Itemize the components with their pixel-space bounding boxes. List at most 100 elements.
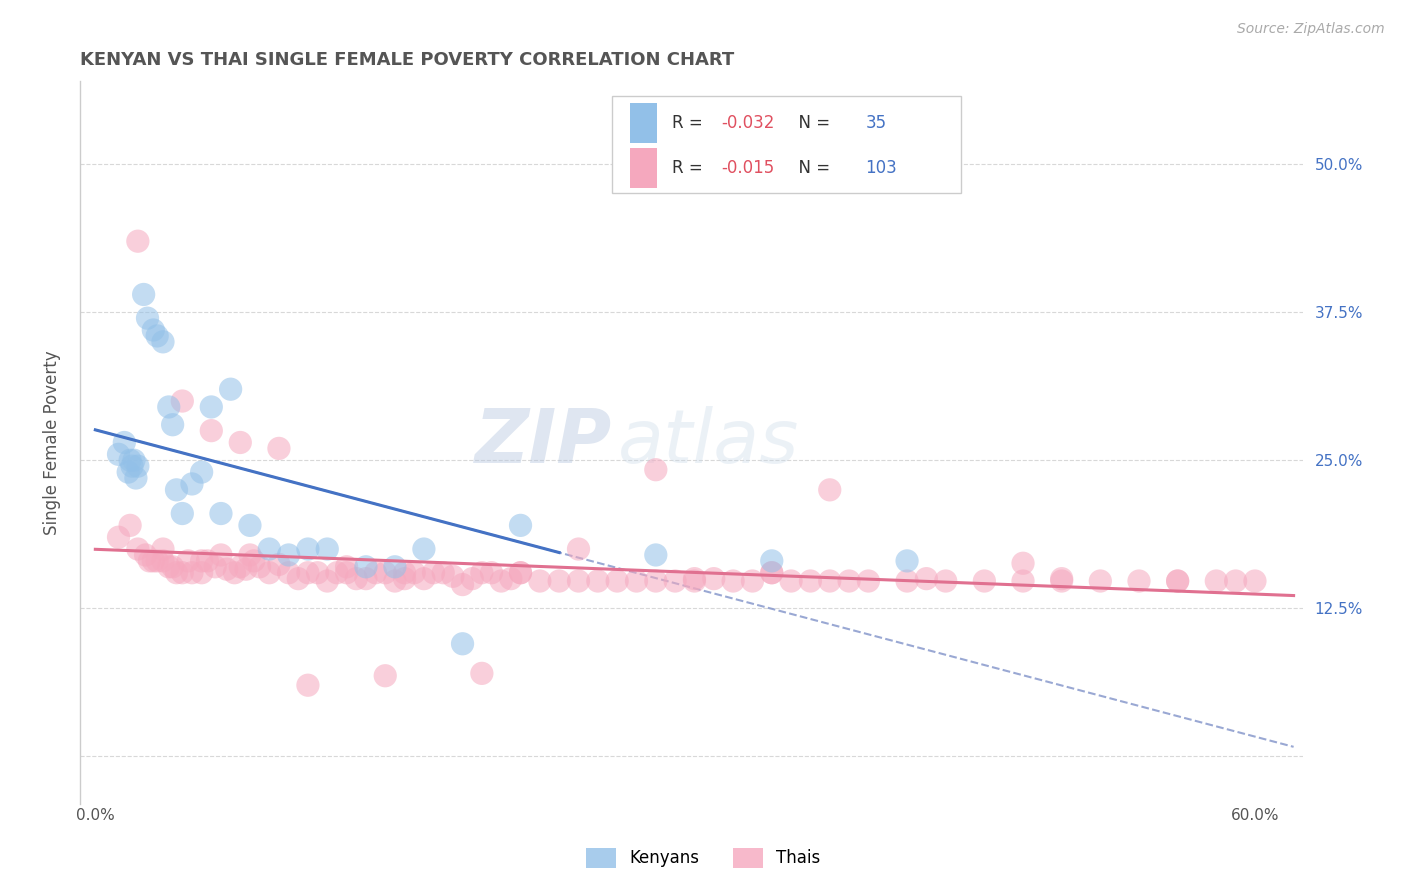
- Point: [471, 566, 494, 580]
- Text: N =: N =: [789, 159, 835, 177]
- Point: [229, 435, 252, 450]
- Point: [412, 542, 434, 557]
- Point: [441, 569, 464, 583]
- Point: [761, 566, 783, 580]
- Point: [818, 574, 841, 588]
- Point: [172, 394, 194, 409]
- Point: [703, 572, 725, 586]
- Point: [209, 507, 232, 521]
- Point: [404, 566, 426, 580]
- Text: -0.015: -0.015: [721, 159, 775, 177]
- Point: [162, 559, 184, 574]
- Point: [204, 559, 226, 574]
- Point: [1167, 574, 1189, 588]
- Point: [138, 554, 160, 568]
- Point: [741, 574, 763, 588]
- FancyBboxPatch shape: [630, 148, 658, 188]
- FancyBboxPatch shape: [612, 95, 960, 194]
- Point: [112, 435, 135, 450]
- Point: [127, 459, 149, 474]
- Point: [644, 574, 666, 588]
- Point: [190, 554, 212, 568]
- Point: [316, 542, 339, 557]
- Point: [172, 507, 194, 521]
- Point: [896, 554, 918, 568]
- Point: [127, 234, 149, 248]
- Point: [499, 572, 522, 586]
- Point: [481, 566, 503, 580]
- Text: Source: ZipAtlas.com: Source: ZipAtlas.com: [1237, 22, 1385, 37]
- Point: [136, 311, 159, 326]
- Point: [336, 566, 359, 580]
- FancyBboxPatch shape: [630, 103, 658, 143]
- Point: [374, 566, 396, 580]
- Point: [107, 447, 129, 461]
- Point: [799, 574, 821, 588]
- Point: [157, 400, 180, 414]
- Point: [567, 574, 589, 588]
- Point: [229, 559, 252, 574]
- Point: [683, 574, 706, 588]
- Point: [384, 559, 406, 574]
- Text: R =: R =: [672, 159, 709, 177]
- Point: [354, 572, 377, 586]
- Point: [567, 542, 589, 557]
- Point: [586, 574, 609, 588]
- Point: [152, 554, 174, 568]
- Point: [461, 572, 484, 586]
- Point: [896, 574, 918, 588]
- Point: [197, 554, 219, 568]
- Point: [120, 518, 142, 533]
- Point: [664, 574, 686, 588]
- Point: [451, 637, 474, 651]
- Point: [172, 566, 194, 580]
- Point: [344, 572, 367, 586]
- Point: [838, 574, 860, 588]
- Point: [1244, 574, 1267, 588]
- Point: [1128, 574, 1150, 588]
- Point: [780, 574, 803, 588]
- Point: [973, 574, 995, 588]
- Point: [277, 548, 299, 562]
- Point: [451, 577, 474, 591]
- Point: [117, 465, 139, 479]
- Y-axis label: Single Female Poverty: Single Female Poverty: [44, 351, 60, 535]
- Point: [1012, 556, 1035, 570]
- Point: [157, 559, 180, 574]
- Point: [277, 566, 299, 580]
- Point: [326, 566, 349, 580]
- Point: [935, 574, 957, 588]
- Point: [529, 574, 551, 588]
- Point: [316, 574, 339, 588]
- Point: [354, 559, 377, 574]
- Text: R =: R =: [672, 114, 709, 132]
- Point: [606, 574, 628, 588]
- Point: [509, 566, 531, 580]
- Point: [249, 559, 271, 574]
- Point: [239, 518, 262, 533]
- Point: [509, 518, 531, 533]
- Point: [364, 566, 387, 580]
- Point: [209, 548, 232, 562]
- Point: [127, 542, 149, 557]
- Point: [142, 554, 165, 568]
- Point: [307, 566, 329, 580]
- Point: [125, 471, 148, 485]
- Point: [181, 566, 204, 580]
- Point: [287, 572, 309, 586]
- Point: [683, 572, 706, 586]
- Point: [152, 334, 174, 349]
- Point: [200, 400, 222, 414]
- Point: [267, 442, 290, 456]
- Point: [915, 572, 938, 586]
- Point: [162, 417, 184, 432]
- Point: [120, 453, 142, 467]
- Point: [858, 574, 880, 588]
- Text: 35: 35: [865, 114, 886, 132]
- Point: [374, 669, 396, 683]
- Point: [181, 477, 204, 491]
- Point: [297, 678, 319, 692]
- Point: [177, 554, 200, 568]
- Legend: Kenyans, Thais: Kenyans, Thais: [579, 841, 827, 875]
- Point: [107, 530, 129, 544]
